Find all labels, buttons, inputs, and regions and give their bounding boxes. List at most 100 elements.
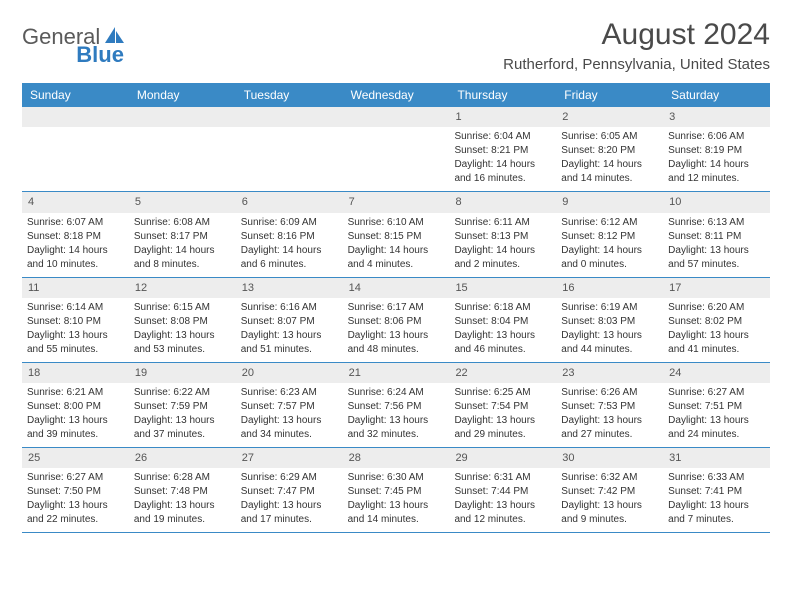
daylight1-text: Daylight: 13 hours	[348, 329, 445, 342]
sunset-text: Sunset: 8:08 PM	[134, 315, 231, 328]
day-number: 17	[663, 278, 770, 298]
day-body: Sunrise: 6:10 AMSunset: 8:15 PMDaylight:…	[343, 213, 450, 277]
day-cell	[343, 107, 450, 191]
daylight2-text: and 7 minutes.	[668, 513, 765, 526]
day-cell: 29Sunrise: 6:31 AMSunset: 7:44 PMDayligh…	[449, 448, 556, 532]
day-body	[343, 127, 450, 135]
day-body: Sunrise: 6:30 AMSunset: 7:45 PMDaylight:…	[343, 468, 450, 532]
day-cell: 27Sunrise: 6:29 AMSunset: 7:47 PMDayligh…	[236, 448, 343, 532]
day-body: Sunrise: 6:20 AMSunset: 8:02 PMDaylight:…	[663, 298, 770, 362]
week-row: 11Sunrise: 6:14 AMSunset: 8:10 PMDayligh…	[22, 278, 770, 363]
sunrise-text: Sunrise: 6:09 AM	[241, 216, 338, 229]
day-body	[236, 127, 343, 135]
daylight2-text: and 16 minutes.	[454, 172, 551, 185]
sunrise-text: Sunrise: 6:19 AM	[561, 301, 658, 314]
day-body: Sunrise: 6:23 AMSunset: 7:57 PMDaylight:…	[236, 383, 343, 447]
sunset-text: Sunset: 7:45 PM	[348, 485, 445, 498]
daylight2-text: and 4 minutes.	[348, 258, 445, 271]
daylight2-text: and 55 minutes.	[27, 343, 124, 356]
daylight1-text: Daylight: 13 hours	[27, 329, 124, 342]
sunset-text: Sunset: 7:47 PM	[241, 485, 338, 498]
sunrise-text: Sunrise: 6:18 AM	[454, 301, 551, 314]
sunrise-text: Sunrise: 6:33 AM	[668, 471, 765, 484]
day-body: Sunrise: 6:28 AMSunset: 7:48 PMDaylight:…	[129, 468, 236, 532]
day-number: 20	[236, 363, 343, 383]
sunset-text: Sunset: 7:53 PM	[561, 400, 658, 413]
sunset-text: Sunset: 8:02 PM	[668, 315, 765, 328]
day-number: 13	[236, 278, 343, 298]
day-number: 12	[129, 278, 236, 298]
day-header-row: SundayMondayTuesdayWednesdayThursdayFrid…	[22, 83, 770, 107]
sunrise-text: Sunrise: 6:10 AM	[348, 216, 445, 229]
day-body: Sunrise: 6:33 AMSunset: 7:41 PMDaylight:…	[663, 468, 770, 532]
day-cell: 24Sunrise: 6:27 AMSunset: 7:51 PMDayligh…	[663, 363, 770, 447]
day-number	[129, 107, 236, 127]
day-cell: 6Sunrise: 6:09 AMSunset: 8:16 PMDaylight…	[236, 192, 343, 276]
sunrise-text: Sunrise: 6:23 AM	[241, 386, 338, 399]
sunset-text: Sunset: 8:16 PM	[241, 230, 338, 243]
daylight2-text: and 46 minutes.	[454, 343, 551, 356]
daylight2-text: and 32 minutes.	[348, 428, 445, 441]
day-number: 26	[129, 448, 236, 468]
daylight2-text: and 51 minutes.	[241, 343, 338, 356]
sunrise-text: Sunrise: 6:21 AM	[27, 386, 124, 399]
sunrise-text: Sunrise: 6:22 AM	[134, 386, 231, 399]
daylight1-text: Daylight: 13 hours	[27, 499, 124, 512]
sunset-text: Sunset: 8:21 PM	[454, 144, 551, 157]
sunrise-text: Sunrise: 6:28 AM	[134, 471, 231, 484]
sunrise-text: Sunrise: 6:15 AM	[134, 301, 231, 314]
day-number: 31	[663, 448, 770, 468]
day-body	[129, 127, 236, 135]
daylight2-text: and 14 minutes.	[561, 172, 658, 185]
daylight1-text: Daylight: 13 hours	[454, 499, 551, 512]
day-cell: 19Sunrise: 6:22 AMSunset: 7:59 PMDayligh…	[129, 363, 236, 447]
sunrise-text: Sunrise: 6:32 AM	[561, 471, 658, 484]
brand-logo: General Blue	[22, 24, 178, 50]
day-cell	[129, 107, 236, 191]
day-number: 5	[129, 192, 236, 212]
day-cell: 31Sunrise: 6:33 AMSunset: 7:41 PMDayligh…	[663, 448, 770, 532]
daylight2-text: and 41 minutes.	[668, 343, 765, 356]
header-row: General Blue August 2024 Rutherford, Pen…	[22, 18, 770, 73]
day-cell: 15Sunrise: 6:18 AMSunset: 8:04 PMDayligh…	[449, 278, 556, 362]
sunset-text: Sunset: 7:51 PM	[668, 400, 765, 413]
sunrise-text: Sunrise: 6:29 AM	[241, 471, 338, 484]
daylight1-text: Daylight: 13 hours	[348, 499, 445, 512]
day-number: 28	[343, 448, 450, 468]
day-number: 18	[22, 363, 129, 383]
daylight2-text: and 57 minutes.	[668, 258, 765, 271]
location-text: Rutherford, Pennsylvania, United States	[503, 56, 770, 73]
daylight2-text: and 39 minutes.	[27, 428, 124, 441]
day-number: 30	[556, 448, 663, 468]
day-cell	[236, 107, 343, 191]
daylight1-text: Daylight: 13 hours	[27, 414, 124, 427]
sunrise-text: Sunrise: 6:26 AM	[561, 386, 658, 399]
daylight1-text: Daylight: 13 hours	[668, 329, 765, 342]
daylight2-text: and 9 minutes.	[561, 513, 658, 526]
daylight2-text: and 48 minutes.	[348, 343, 445, 356]
daylight1-text: Daylight: 14 hours	[348, 244, 445, 257]
day-body: Sunrise: 6:18 AMSunset: 8:04 PMDaylight:…	[449, 298, 556, 362]
day-body: Sunrise: 6:32 AMSunset: 7:42 PMDaylight:…	[556, 468, 663, 532]
day-cell: 14Sunrise: 6:17 AMSunset: 8:06 PMDayligh…	[343, 278, 450, 362]
day-body: Sunrise: 6:16 AMSunset: 8:07 PMDaylight:…	[236, 298, 343, 362]
day-body: Sunrise: 6:22 AMSunset: 7:59 PMDaylight:…	[129, 383, 236, 447]
day-number: 7	[343, 192, 450, 212]
sunset-text: Sunset: 8:15 PM	[348, 230, 445, 243]
day-cell: 3Sunrise: 6:06 AMSunset: 8:19 PMDaylight…	[663, 107, 770, 191]
sunrise-text: Sunrise: 6:25 AM	[454, 386, 551, 399]
day-number: 16	[556, 278, 663, 298]
day-header-cell: Monday	[129, 83, 236, 107]
day-cell: 4Sunrise: 6:07 AMSunset: 8:18 PMDaylight…	[22, 192, 129, 276]
day-cell: 10Sunrise: 6:13 AMSunset: 8:11 PMDayligh…	[663, 192, 770, 276]
week-row: 4Sunrise: 6:07 AMSunset: 8:18 PMDaylight…	[22, 192, 770, 277]
daylight1-text: Daylight: 14 hours	[241, 244, 338, 257]
daylight1-text: Daylight: 13 hours	[241, 499, 338, 512]
day-body: Sunrise: 6:17 AMSunset: 8:06 PMDaylight:…	[343, 298, 450, 362]
sunrise-text: Sunrise: 6:14 AM	[27, 301, 124, 314]
daylight1-text: Daylight: 13 hours	[561, 414, 658, 427]
day-body: Sunrise: 6:27 AMSunset: 7:50 PMDaylight:…	[22, 468, 129, 532]
day-cell	[22, 107, 129, 191]
day-header-cell: Friday	[556, 83, 663, 107]
day-number: 4	[22, 192, 129, 212]
